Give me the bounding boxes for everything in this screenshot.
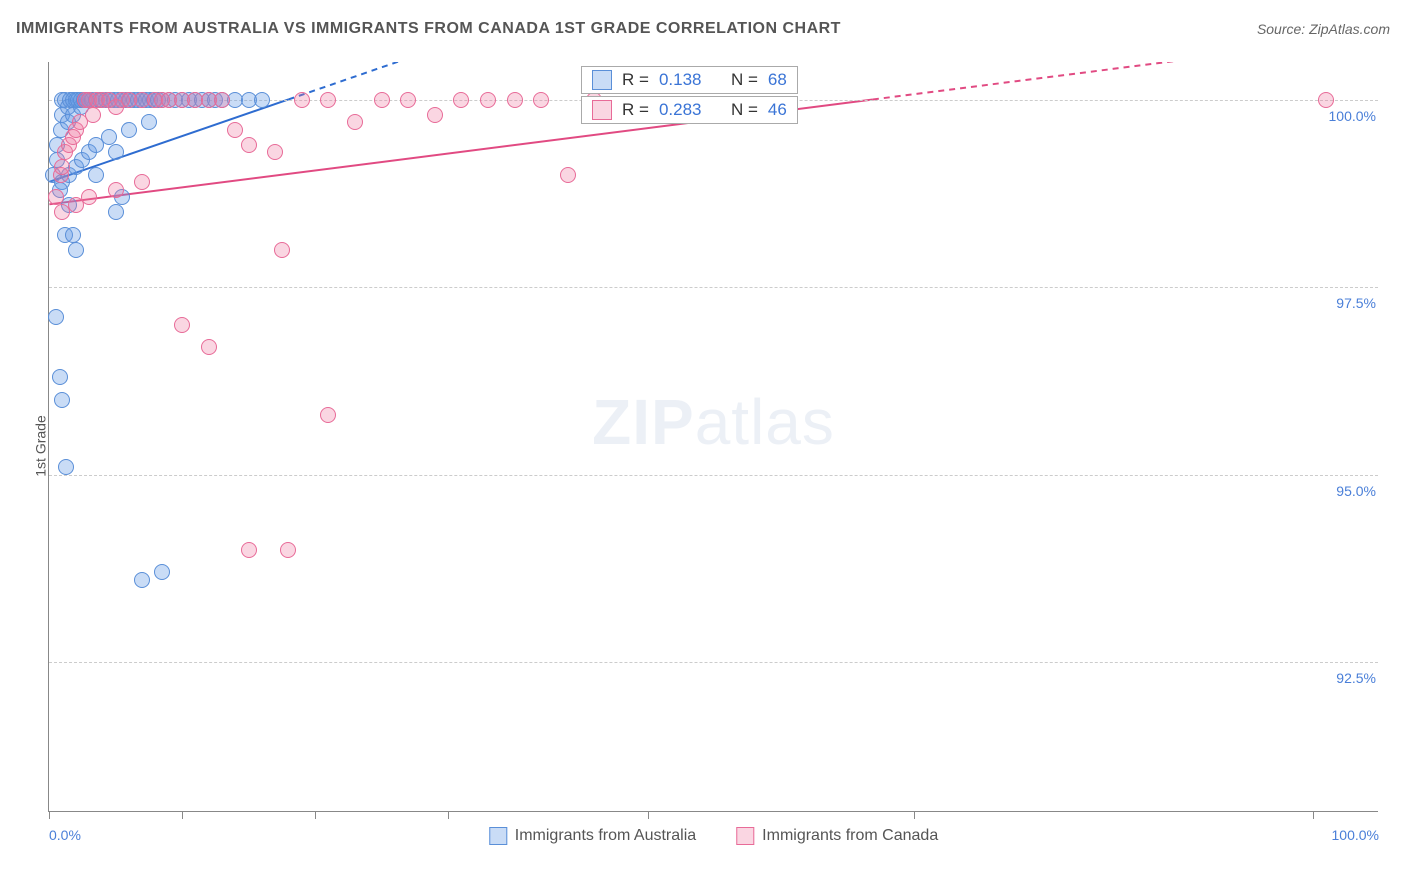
scatter-point <box>108 144 124 160</box>
scatter-point <box>174 317 190 333</box>
scatter-point <box>267 144 283 160</box>
trend-lines-layer <box>49 62 1378 811</box>
scatter-point <box>374 92 390 108</box>
scatter-point <box>154 564 170 580</box>
scatter-point <box>58 459 74 475</box>
header: IMMIGRANTS FROM AUSTRALIA VS IMMIGRANTS … <box>16 20 1390 38</box>
plot-area: ZIPatlas Immigrants from AustraliaImmigr… <box>48 62 1378 812</box>
scatter-point <box>85 107 101 123</box>
scatter-point <box>294 92 310 108</box>
gridline <box>49 475 1378 476</box>
y-tick-label: 92.5% <box>1332 670 1380 686</box>
scatter-point <box>320 407 336 423</box>
y-tick-label: 100.0% <box>1325 108 1380 124</box>
stats-box: R =0.283 N =46 <box>581 96 798 124</box>
scatter-point <box>560 167 576 183</box>
scatter-point <box>54 159 70 175</box>
legend: Immigrants from Australia Immigrants from… <box>489 827 938 845</box>
scatter-point <box>108 204 124 220</box>
scatter-point <box>121 122 137 138</box>
scatter-point <box>48 189 64 205</box>
scatter-point <box>241 137 257 153</box>
scatter-point <box>427 107 443 123</box>
scatter-point <box>88 167 104 183</box>
scatter-point <box>400 92 416 108</box>
gridline <box>49 287 1378 288</box>
scatter-point <box>274 242 290 258</box>
scatter-point <box>453 92 469 108</box>
scatter-point <box>480 92 496 108</box>
scatter-point <box>65 227 81 243</box>
x-tick <box>49 811 50 819</box>
scatter-point <box>141 114 157 130</box>
x-tick <box>315 811 316 819</box>
scatter-point <box>54 392 70 408</box>
source-label: Source: ZipAtlas.com <box>1257 21 1390 37</box>
watermark: ZIPatlas <box>592 385 835 459</box>
scatter-point <box>48 309 64 325</box>
scatter-point <box>101 129 117 145</box>
scatter-point <box>1318 92 1334 108</box>
scatter-point <box>214 92 230 108</box>
scatter-point <box>347 114 363 130</box>
x-tick-label: 0.0% <box>49 827 81 843</box>
scatter-point <box>108 182 124 198</box>
y-tick-label: 97.5% <box>1332 295 1380 311</box>
scatter-point <box>254 92 270 108</box>
scatter-point <box>52 369 68 385</box>
x-tick <box>1313 811 1314 819</box>
scatter-point <box>68 242 84 258</box>
scatter-point <box>134 174 150 190</box>
y-axis-label: 1st Grade <box>33 415 49 476</box>
scatter-point <box>507 92 523 108</box>
scatter-point <box>227 122 243 138</box>
x-tick-label: 100.0% <box>1332 827 1379 843</box>
legend-item: Immigrants from Canada <box>736 827 938 845</box>
scatter-point <box>134 572 150 588</box>
legend-item: Immigrants from Australia <box>489 827 696 845</box>
scatter-point <box>320 92 336 108</box>
y-tick-label: 95.0% <box>1332 483 1380 499</box>
scatter-point <box>241 542 257 558</box>
gridline <box>49 662 1378 663</box>
chart-title: IMMIGRANTS FROM AUSTRALIA VS IMMIGRANTS … <box>16 20 841 38</box>
x-tick <box>648 811 649 819</box>
x-tick <box>914 811 915 819</box>
x-tick <box>182 811 183 819</box>
scatter-point <box>280 542 296 558</box>
scatter-point <box>533 92 549 108</box>
stats-box: R =0.138 N =68 <box>581 66 798 94</box>
x-tick <box>448 811 449 819</box>
scatter-point <box>81 189 97 205</box>
scatter-point <box>201 339 217 355</box>
